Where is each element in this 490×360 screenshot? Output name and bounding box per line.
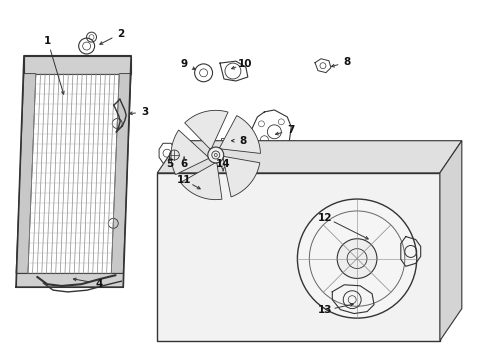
Polygon shape [157,141,462,173]
Text: 8: 8 [239,136,246,146]
Text: 12: 12 [318,212,333,222]
Text: 7: 7 [288,125,295,135]
Text: 11: 11 [177,175,192,185]
Text: 13: 13 [318,305,333,315]
Text: 14: 14 [216,159,230,169]
Polygon shape [440,141,462,341]
Polygon shape [220,116,261,153]
Polygon shape [223,156,260,197]
Circle shape [208,147,224,163]
Text: 6: 6 [180,159,188,169]
Text: 4: 4 [95,279,102,289]
Polygon shape [171,130,209,175]
Polygon shape [24,56,131,74]
Text: 2: 2 [117,28,124,39]
Bar [157,173,440,341]
Text: 3: 3 [142,107,149,117]
Polygon shape [180,163,222,200]
Polygon shape [111,74,131,273]
Polygon shape [185,111,228,149]
Polygon shape [16,273,123,287]
Text: 10: 10 [238,59,252,69]
Circle shape [337,239,377,278]
Text: 5: 5 [166,159,173,169]
Text: 1: 1 [44,36,51,46]
Circle shape [297,199,416,318]
Polygon shape [16,74,36,273]
Text: 8: 8 [343,57,351,67]
Text: 9: 9 [180,59,188,69]
